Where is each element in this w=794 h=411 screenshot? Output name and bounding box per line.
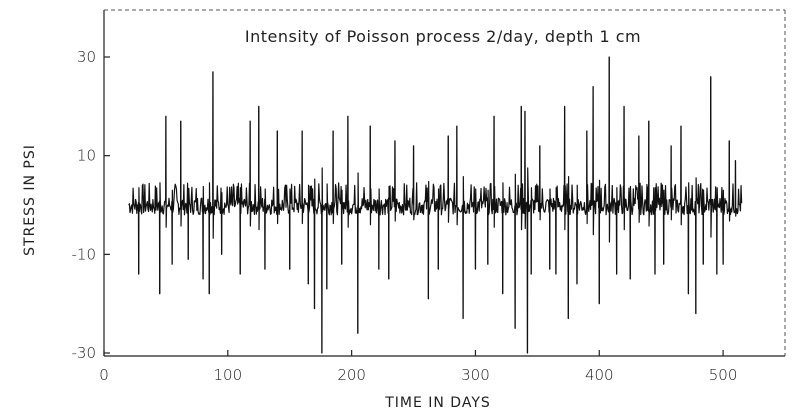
y-tick-label: 30	[77, 48, 96, 66]
x-tick-label: 300	[461, 366, 490, 384]
y-tick-label: 10	[77, 147, 96, 165]
chart-title: Intensity of Poisson process 2/day, dept…	[245, 27, 641, 46]
y-ticks: -30 -10 10 30	[72, 48, 110, 362]
stress-series-line	[128, 56, 743, 354]
x-ticks: 0 100 200 300 400 500	[99, 350, 737, 384]
x-tick-label: 100	[213, 366, 242, 384]
x-tick-label: 400	[585, 366, 614, 384]
series-group	[128, 56, 743, 354]
y-tick-label: -30	[72, 344, 97, 362]
x-tick-label: 0	[99, 366, 109, 384]
x-tick-label: 200	[337, 366, 366, 384]
x-axis-label: TIME IN DAYS	[384, 395, 491, 411]
x-tick-label: 500	[709, 366, 738, 384]
y-axis-label: STRESS IN PSI	[22, 144, 38, 256]
y-tick-label: -10	[72, 245, 97, 263]
